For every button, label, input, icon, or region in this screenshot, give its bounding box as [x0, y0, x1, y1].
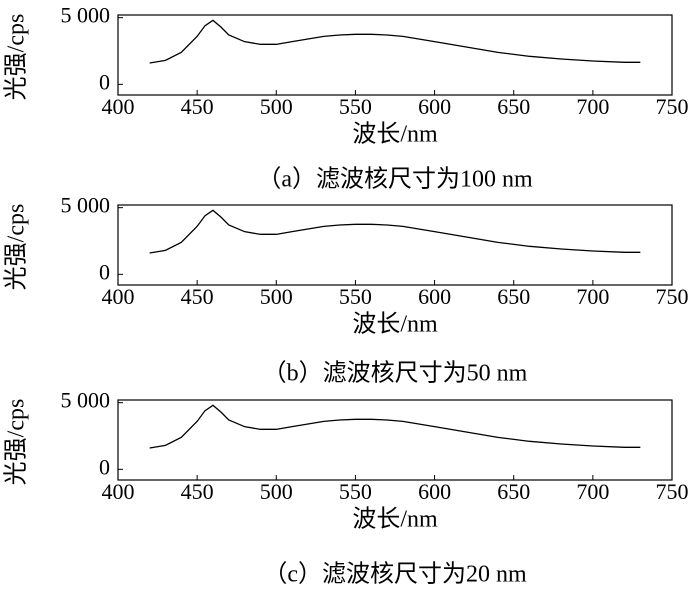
x-tick-label: 750 — [656, 94, 689, 119]
y-tick-label: 0 — [99, 454, 110, 479]
x-tick-label: 450 — [181, 284, 214, 309]
x-tick-label: 600 — [418, 94, 451, 119]
plot-frame — [117, 204, 673, 286]
x-tick-label: 500 — [260, 284, 293, 309]
plot-frame — [117, 399, 673, 481]
plot-frame — [117, 14, 673, 96]
spectrum-line — [149, 404, 641, 449]
x-tick-label: 400 — [102, 479, 135, 504]
caption: （c）滤波核尺寸为20 nm — [263, 561, 527, 588]
x-tick-label: 700 — [576, 94, 609, 119]
x-tick-label: 600 — [418, 284, 451, 309]
caption: （a）滤波核尺寸为100 nm — [257, 166, 533, 193]
y-tick-label: 0 — [99, 259, 110, 284]
y-tick-label: 5 000 — [61, 388, 111, 413]
x-tick-label: 400 — [102, 94, 135, 119]
x-tick-label: 550 — [339, 94, 372, 119]
x-tick-label: 450 — [181, 479, 214, 504]
y-tick-label: 5 000 — [61, 193, 111, 218]
caption: （b）滤波核尺寸为50 nm — [263, 360, 528, 387]
x-tick-label: 550 — [339, 284, 372, 309]
x-tick-label: 650 — [497, 284, 530, 309]
y-axis-label: 光强/cps — [3, 14, 30, 101]
x-axis-label: 波长/nm — [352, 311, 438, 338]
y-tick-label: 5 000 — [61, 3, 111, 28]
x-tick-label: 700 — [576, 284, 609, 309]
x-tick-label: 450 — [181, 94, 214, 119]
x-tick-label: 400 — [102, 284, 135, 309]
x-tick-label: 700 — [576, 479, 609, 504]
x-axis-label: 波长/nm — [352, 121, 438, 148]
x-axis-label: 波长/nm — [352, 506, 438, 533]
x-tick-label: 500 — [260, 479, 293, 504]
x-tick-label: 600 — [418, 479, 451, 504]
y-tick-label: 0 — [99, 69, 110, 94]
spectrum-line — [149, 209, 641, 254]
x-tick-label: 500 — [260, 94, 293, 119]
x-tick-label: 650 — [497, 94, 530, 119]
x-tick-label: 650 — [497, 479, 530, 504]
x-tick-label: 750 — [656, 284, 689, 309]
spectrum-line — [149, 19, 641, 64]
x-tick-label: 750 — [656, 479, 689, 504]
y-axis-label: 光强/cps — [3, 204, 30, 291]
x-tick-label: 550 — [339, 479, 372, 504]
y-axis-label: 光强/cps — [3, 399, 30, 486]
